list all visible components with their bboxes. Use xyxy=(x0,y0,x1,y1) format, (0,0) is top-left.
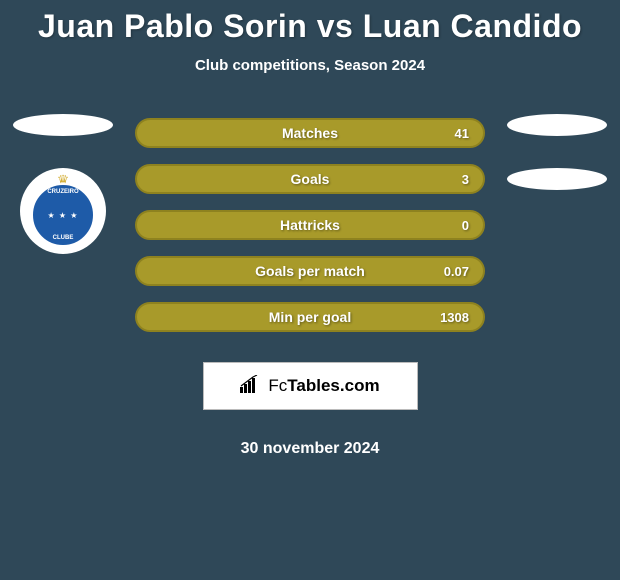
club-inner-circle: CRUZEIRO ★ ★ ★ CLUBE xyxy=(31,183,95,247)
club-stars-icon: ★ ★ ★ xyxy=(48,211,79,220)
stat-value: 1308 xyxy=(440,310,469,325)
comparison-widget: Juan Pablo Sorin vs Luan Candido Club co… xyxy=(0,0,620,458)
stat-label: Hattricks xyxy=(280,217,340,233)
stat-value: 0.07 xyxy=(444,264,469,279)
stat-label: Goals xyxy=(291,171,330,187)
club-placeholder-ellipse xyxy=(507,168,607,190)
stat-value: 41 xyxy=(455,126,469,141)
brand-suffix: Tables.com xyxy=(287,376,379,395)
brand-attribution[interactable]: FcTables.com xyxy=(203,362,418,410)
player-placeholder-ellipse xyxy=(507,114,607,136)
stat-bar-goals-per-match: Goals per match 0.07 xyxy=(135,256,485,286)
stat-label: Matches xyxy=(282,125,338,141)
cruzeiro-badge: ♛ CRUZEIRO ★ ★ ★ CLUBE xyxy=(20,168,106,254)
stat-bar-hattricks: Hattricks 0 xyxy=(135,210,485,240)
left-column: ♛ CRUZEIRO ★ ★ ★ CLUBE xyxy=(8,114,118,254)
subtitle: Club competitions, Season 2024 xyxy=(0,57,620,74)
right-column xyxy=(502,114,612,190)
stat-value: 0 xyxy=(462,218,469,233)
stat-bar-min-per-goal: Min per goal 1308 xyxy=(135,302,485,332)
page-title: Juan Pablo Sorin vs Luan Candido xyxy=(0,8,620,45)
stat-label: Min per goal xyxy=(269,309,351,325)
stat-value: 3 xyxy=(462,172,469,187)
bar-chart-icon xyxy=(240,375,262,398)
club-text-top: CRUZEIRO xyxy=(47,189,78,195)
content-row: ♛ CRUZEIRO ★ ★ ★ CLUBE Matches 41 Goals … xyxy=(0,114,620,458)
club-text-bottom: CLUBE xyxy=(53,235,74,241)
stat-bar-goals: Goals 3 xyxy=(135,164,485,194)
brand-text: FcTables.com xyxy=(268,376,379,396)
player-placeholder-ellipse xyxy=(13,114,113,136)
stats-column: Matches 41 Goals 3 Hattricks 0 Goals per… xyxy=(135,114,485,458)
date-text: 30 november 2024 xyxy=(241,440,380,458)
brand-prefix: Fc xyxy=(268,376,287,395)
stat-label: Goals per match xyxy=(255,263,365,279)
stat-bar-matches: Matches 41 xyxy=(135,118,485,148)
